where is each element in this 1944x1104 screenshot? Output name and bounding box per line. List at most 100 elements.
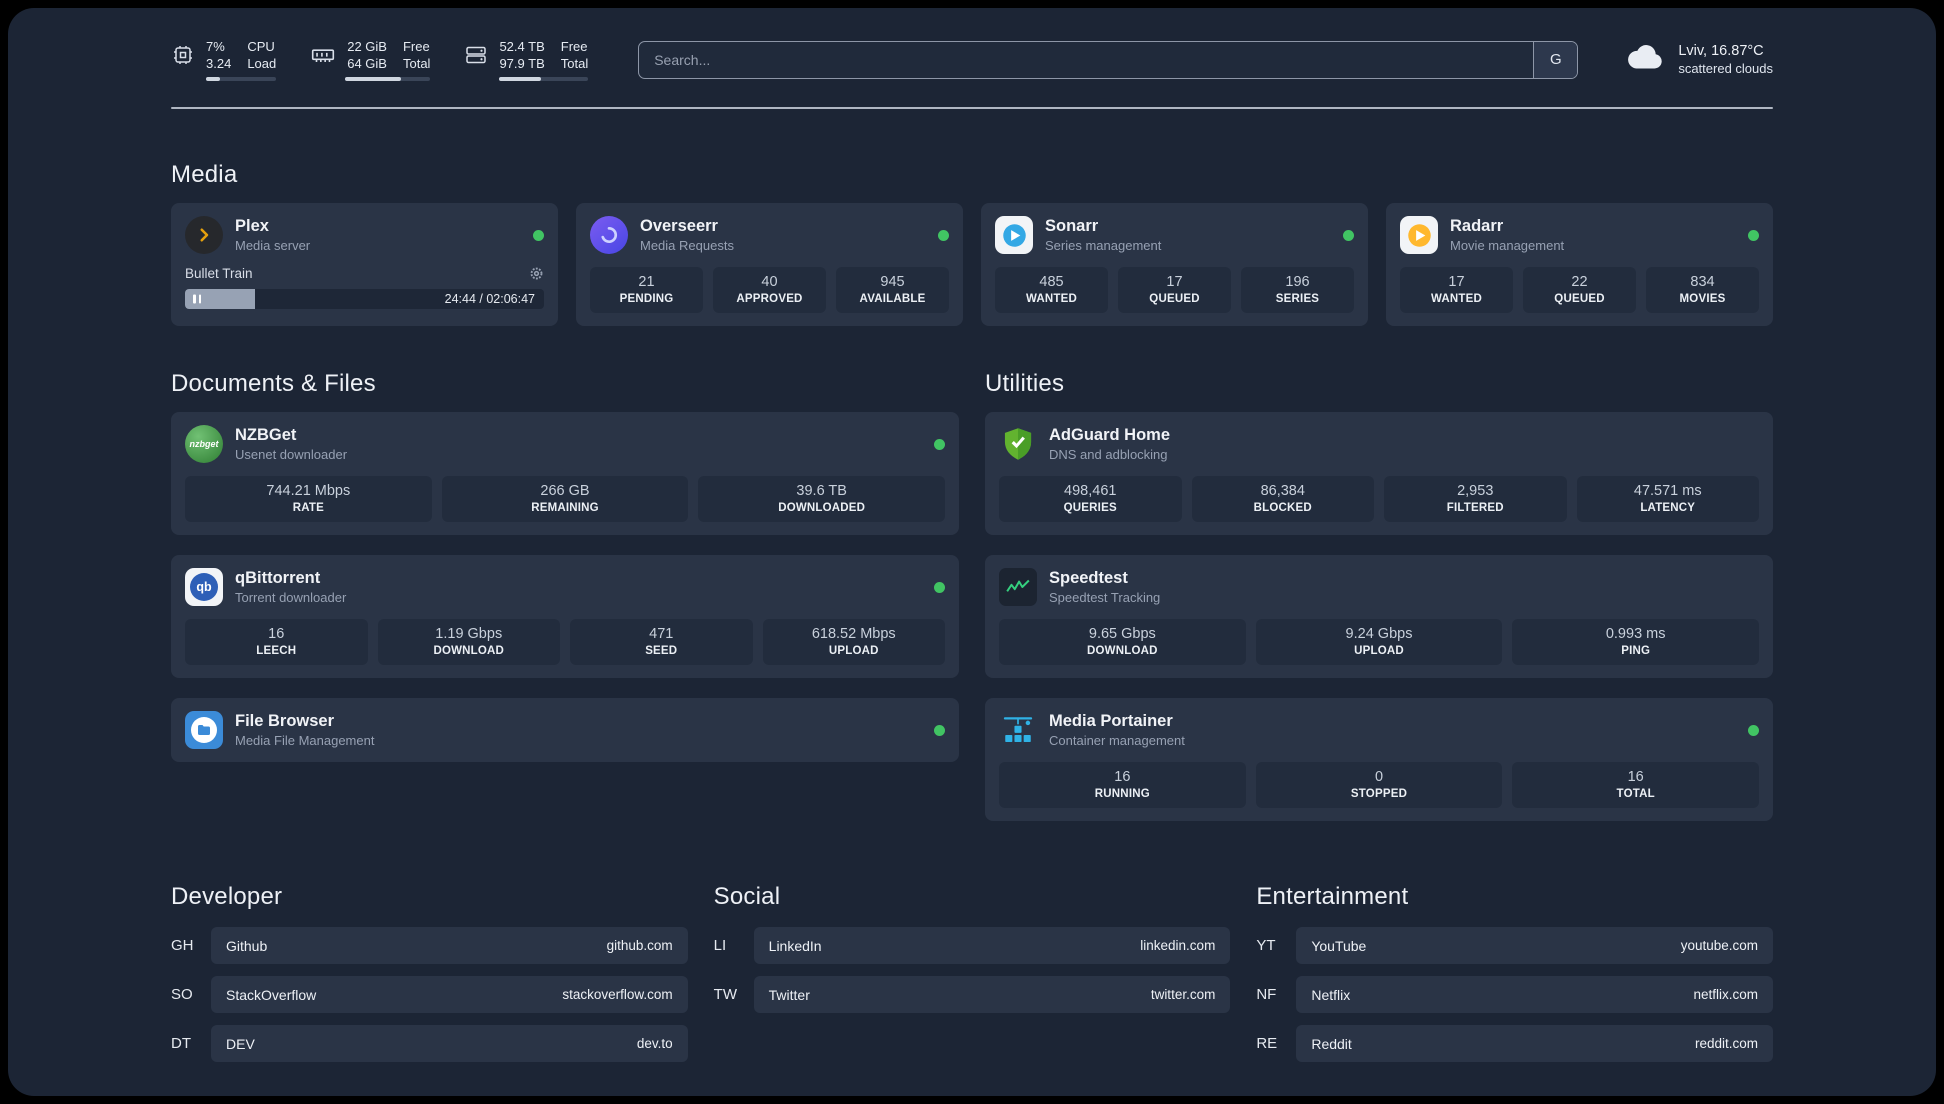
- cpu-chip-icon: [171, 43, 195, 67]
- stat-tile: 498,461 QUERIES: [999, 476, 1182, 522]
- app-name: Media Portainer: [1049, 712, 1173, 730]
- app-subtitle: Media File Management: [235, 733, 375, 748]
- stat-label: QUEUED: [1554, 293, 1605, 305]
- link-row: GH Github github.com: [171, 927, 688, 964]
- dashboard-panel: 7% 3.24 CPU Load: [8, 8, 1936, 1096]
- documents-column: Documents & Files nzbget NZBGet Usenet d…: [171, 370, 959, 762]
- sonarr-app-link[interactable]: Sonarr Series management: [995, 216, 1354, 254]
- link-name: Reddit: [1311, 1035, 1352, 1052]
- radarr-app-link[interactable]: Radarr Movie management: [1400, 216, 1759, 254]
- stat-tile: 86,384 BLOCKED: [1191, 476, 1374, 522]
- link-linkedin[interactable]: LinkedIn linkedin.com: [753, 927, 1231, 964]
- gear-icon[interactable]: [529, 266, 544, 281]
- pause-icon[interactable]: [193, 294, 201, 304]
- utilities-column: Utilities AdGuard Home DNS and adblockin…: [985, 370, 1773, 821]
- link-twitter[interactable]: Twitter twitter.com: [753, 976, 1231, 1013]
- stat-tile: 471 SEED: [570, 619, 753, 665]
- app-subtitle: Usenet downloader: [235, 447, 348, 462]
- stat-value: 17: [1166, 274, 1183, 290]
- nzbget-app-link[interactable]: nzbget NZBGet Usenet downloader: [185, 425, 945, 463]
- stat-value: 9.65 Gbps: [1088, 626, 1156, 642]
- link-url: dev.to: [636, 1036, 673, 1051]
- overseerr-icon: [590, 216, 628, 254]
- social-links-column: Social LI LinkedIn linkedin.com TW Twitt…: [714, 883, 1231, 1025]
- disk-usage-fill: [499, 77, 542, 81]
- filebrowser-card: File Browser Media File Management: [171, 698, 959, 762]
- stat-tile: 22 QUEUED: [1523, 267, 1636, 313]
- link-url: netflix.com: [1693, 987, 1758, 1002]
- disk-icon: [464, 43, 488, 67]
- stat-label: UPLOAD: [828, 645, 879, 657]
- stat-label: STOPPED: [1350, 788, 1408, 800]
- ram-usage-fill: [345, 77, 402, 81]
- link-url: stackoverflow.com: [562, 987, 673, 1002]
- link-dev[interactable]: DEV dev.to: [211, 1025, 688, 1062]
- developer-links-column: Developer GH Github github.com SO StackO…: [171, 883, 688, 1074]
- stat-tile: 196 SERIES: [1241, 267, 1354, 313]
- stat-value: 498,461: [1064, 483, 1117, 499]
- stat-value: 86,384: [1260, 483, 1305, 499]
- search-engine-button[interactable]: G: [1533, 41, 1578, 78]
- filebrowser-icon: [185, 711, 223, 749]
- adguard-shield-icon: [999, 425, 1037, 463]
- link-reddit[interactable]: Reddit reddit.com: [1296, 1025, 1773, 1062]
- cpu-usage-fill: [206, 77, 221, 81]
- stat-tile: 39.6 TB DOWNLOADED: [698, 476, 946, 522]
- link-stackoverflow[interactable]: StackOverflow stackoverflow.com: [211, 976, 688, 1013]
- adguard-card: AdGuard Home DNS and adblocking 498,461 …: [985, 412, 1773, 535]
- link-youtube[interactable]: YouTube youtube.com: [1296, 927, 1773, 964]
- stat-tile: 16 TOTAL: [1512, 762, 1760, 808]
- stat-tile: 47.571 ms LATENCY: [1576, 476, 1759, 522]
- stat-value: 16: [1627, 769, 1644, 785]
- stat-tile: 0.993 ms PING: [1512, 619, 1760, 665]
- link-github[interactable]: Github github.com: [211, 927, 688, 964]
- search-input[interactable]: [639, 41, 1534, 78]
- link-name: Twitter: [768, 986, 810, 1003]
- portainer-app-link[interactable]: Media Portainer Container management: [999, 711, 1759, 749]
- status-dot: [533, 229, 544, 241]
- stat-value: 485: [1039, 274, 1064, 290]
- playback-progress-bar[interactable]: 24:44 / 02:06:47: [185, 289, 544, 309]
- disk-total-value: 97.9 TB: [499, 56, 545, 71]
- stat-label: APPROVED: [736, 293, 803, 305]
- stat-value: 266 GB: [540, 483, 590, 499]
- link-url: linkedin.com: [1140, 938, 1216, 953]
- link-netflix[interactable]: Netflix netflix.com: [1296, 976, 1773, 1013]
- portainer-crane-icon: [999, 711, 1037, 749]
- status-dot: [1748, 229, 1759, 241]
- stat-value: 47.571 ms: [1633, 483, 1702, 499]
- link-abbr: YT: [1256, 937, 1276, 954]
- speedtest-graph-icon: [999, 568, 1037, 606]
- stat-value: 16: [1114, 769, 1131, 785]
- overseerr-app-link[interactable]: Overseerr Media Requests: [590, 216, 949, 254]
- stat-value: 1.19 Gbps: [435, 626, 503, 642]
- app-name: qBittorrent: [235, 569, 321, 587]
- plex-icon: [185, 216, 223, 254]
- speedtest-app-link[interactable]: Speedtest Speedtest Tracking: [999, 568, 1759, 606]
- app-subtitle: Media Requests: [640, 238, 734, 253]
- plex-app-link[interactable]: Plex Media server: [185, 216, 544, 254]
- stat-value: 945: [880, 274, 905, 290]
- filebrowser-app-link[interactable]: File Browser Media File Management: [185, 711, 945, 749]
- link-name: DEV: [226, 1035, 255, 1052]
- disk-usage-bar: [499, 77, 589, 81]
- now-playing-title: Bullet Train: [185, 266, 253, 281]
- app-subtitle: Series management: [1045, 238, 1162, 253]
- qbittorrent-card: qb qBittorrent Torrent downloader 16 LEE…: [171, 555, 959, 678]
- top-bar: 7% 3.24 CPU Load: [171, 38, 1773, 81]
- ram-icon: [310, 42, 336, 68]
- disk-widget: 52.4 TB 97.9 TB Free Total: [464, 38, 589, 81]
- stat-label: REMAINING: [531, 502, 599, 514]
- stat-tile: 0 STOPPED: [1255, 762, 1503, 808]
- adguard-app-link[interactable]: AdGuard Home DNS and adblocking: [999, 425, 1759, 463]
- disk-free-value: 52.4 TB: [499, 39, 545, 54]
- qbittorrent-app-link[interactable]: qb qBittorrent Torrent downloader: [185, 568, 945, 606]
- app-name: NZBGet: [235, 426, 297, 444]
- stat-label: FILTERED: [1446, 502, 1504, 514]
- link-name: Netflix: [1311, 986, 1351, 1003]
- weather-location: Lviv, 16.87°C: [1678, 43, 1764, 59]
- link-abbr: LI: [713, 937, 727, 954]
- app-name: Overseerr: [640, 217, 718, 235]
- stat-label: WANTED: [1430, 293, 1483, 305]
- section-title-developer: Developer: [171, 883, 283, 910]
